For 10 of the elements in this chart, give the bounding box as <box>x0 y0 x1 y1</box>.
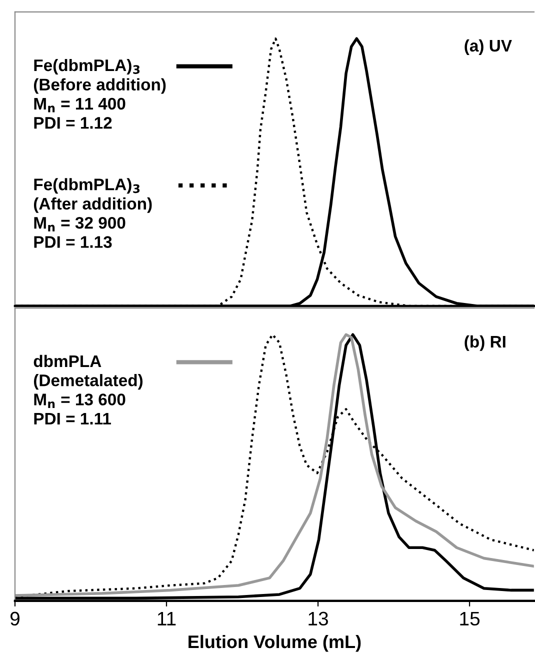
legend-label: dbmPLA (Demetalated) M$_{n}$ = 13 600 PDI = 1.11 <box>34 354 143 424</box>
legend-label: Fe(dbmPLA)$_{3}$ (Before addition) M$_{n}$ = 11 400 PDI = 1.12 <box>34 58 166 129</box>
x-tick-label: 11 <box>158 612 176 626</box>
annotation: (a) UV <box>464 39 512 55</box>
legend-label: Fe(dbmPLA)$_{3}$ (After addition) M$_{n}$ = 32 900 PDI = 1.13 <box>34 178 152 248</box>
x-tick-label: 13 <box>308 612 328 626</box>
annotation: (b) RI <box>464 335 506 351</box>
x-tick-label: 15 <box>460 612 480 626</box>
x-axis-title: Elution Volume (mL) <box>188 634 361 652</box>
x-tick-label: 9 <box>10 612 20 626</box>
